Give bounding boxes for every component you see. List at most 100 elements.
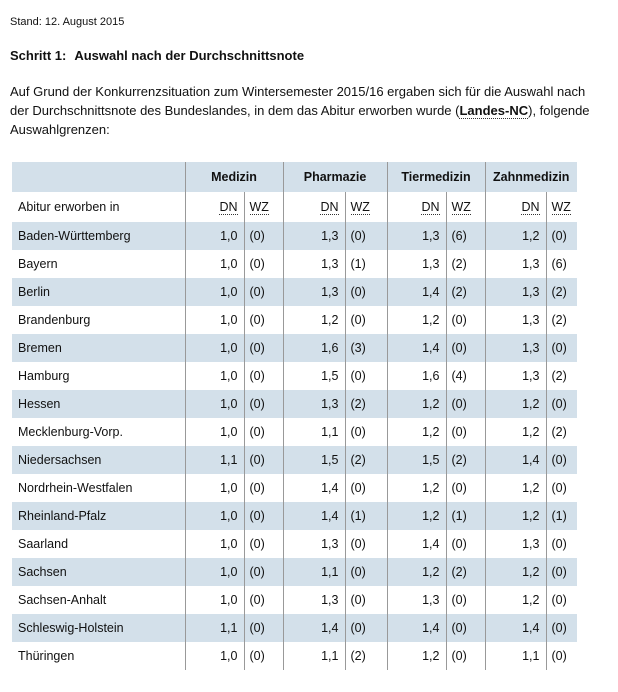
wz-value: (6)	[445, 222, 485, 250]
wz-value: (0)	[243, 558, 283, 586]
dn-value: 1,2	[484, 558, 546, 586]
dn-value: 1,3	[484, 362, 546, 390]
wz-value: (0)	[545, 474, 577, 502]
dn-value: 1,3	[282, 586, 345, 614]
dn-value: 1,0	[184, 586, 244, 614]
table-row: Bayern 1,0 (0) 1,3 (1) 1,3 (2) 1,3 (6)	[12, 250, 577, 278]
dn-value: 1,3	[282, 250, 345, 278]
dn-value: 1,4	[484, 614, 546, 642]
wz-value: (0)	[445, 390, 485, 418]
dn-value: 1,6	[282, 334, 345, 362]
wz-value: (0)	[344, 278, 387, 306]
dn-abbr[interactable]: DN	[219, 200, 238, 215]
dn-value: 1,4	[282, 502, 345, 530]
row-label-header: Abitur erworben in	[12, 192, 185, 222]
wz-value: (2)	[445, 250, 485, 278]
wz-value: (0)	[445, 642, 485, 670]
dn-value: 1,0	[184, 502, 244, 530]
dn-value: 1,2	[484, 474, 546, 502]
dn-value: 1,4	[484, 446, 546, 474]
wz-value: (0)	[243, 222, 283, 250]
wz-abbr[interactable]: WZ	[249, 200, 269, 215]
landes-nc-abbr[interactable]: Landes-NC	[459, 103, 529, 119]
dn-value: 1,3	[484, 250, 546, 278]
wz-value: (1)	[445, 502, 485, 530]
dn-value: 1,0	[184, 222, 244, 250]
dn-value: 1,2	[484, 390, 546, 418]
wz-value: (0)	[344, 586, 387, 614]
wz-value: (2)	[545, 278, 577, 306]
state-name: Bremen	[12, 334, 185, 362]
dn-value: 1,2	[484, 502, 546, 530]
wz-value: (0)	[243, 362, 283, 390]
wz-value: (0)	[445, 334, 485, 362]
wz-value: (0)	[344, 306, 387, 334]
dn-value: 1,1	[184, 446, 244, 474]
wz-value: (0)	[545, 446, 577, 474]
wz-value: (0)	[243, 614, 283, 642]
wz-value: (0)	[344, 418, 387, 446]
dn-value: 1,6	[386, 362, 446, 390]
dn-value: 1,1	[282, 642, 345, 670]
dn-abbr[interactable]: DN	[421, 200, 440, 215]
dn-value: 1,4	[386, 334, 446, 362]
dn-value: 1,2	[484, 222, 546, 250]
table-row: Thüringen 1,0 (0) 1,1 (2) 1,2 (0) 1,1 (0)	[12, 642, 577, 670]
dn-value: 1,0	[184, 250, 244, 278]
dn-value: 1,4	[386, 530, 446, 558]
table-row: Sachsen 1,0 (0) 1,1 (0) 1,2 (2) 1,2 (0)	[12, 558, 577, 586]
wz-abbr[interactable]: WZ	[350, 200, 370, 215]
dn-value: 1,0	[184, 418, 244, 446]
page-title: Schritt 1: Auswahl nach der Durchschnitts…	[10, 48, 304, 63]
wz-value: (0)	[445, 418, 485, 446]
dn-value: 1,1	[282, 558, 345, 586]
wz-value: (0)	[545, 530, 577, 558]
table-row: Nordrhein-Westfalen 1,0 (0) 1,4 (0) 1,2 (0) 1,2…	[12, 474, 577, 502]
table-row: Hessen 1,0 (0) 1,3 (2) 1,2 (0) 1,2 (0)	[12, 390, 577, 418]
wz-abbr[interactable]: WZ	[451, 200, 471, 215]
wz-value: (0)	[344, 530, 387, 558]
dn-value: 1,2	[386, 474, 446, 502]
dn-value: 1,3	[484, 278, 546, 306]
wz-value: (0)	[344, 614, 387, 642]
dn-abbr[interactable]: DN	[320, 200, 339, 215]
wz-abbr[interactable]: WZ	[551, 200, 571, 215]
intro-paragraph: Auf Grund der Konkurrenzsituation zum Wi…	[10, 82, 600, 139]
wz-value: (1)	[344, 250, 387, 278]
header-zahnmedizin: Zahnmedizin	[484, 162, 577, 192]
header-tiermedizin: Tiermedizin	[386, 162, 485, 192]
dn-value: 1,3	[386, 250, 446, 278]
wz-value: (0)	[445, 474, 485, 502]
wz-value: (0)	[445, 614, 485, 642]
dn-value: 1,4	[282, 614, 345, 642]
dn-value: 1,0	[184, 306, 244, 334]
dn-value: 1,3	[484, 530, 546, 558]
wz-value: (0)	[445, 530, 485, 558]
table-row: Brandenburg 1,0 (0) 1,2 (0) 1,2 (0) 1,3 (2)	[12, 306, 577, 334]
header-medizin: Medizin	[184, 162, 283, 192]
wz-value: (0)	[243, 586, 283, 614]
dn-value: 1,3	[484, 306, 546, 334]
wz-value: (1)	[344, 502, 387, 530]
wz-value: (0)	[344, 362, 387, 390]
wz-value: (0)	[243, 250, 283, 278]
dn-value: 1,3	[282, 278, 345, 306]
wz-value: (0)	[545, 614, 577, 642]
dn-value: 1,2	[386, 306, 446, 334]
dn-abbr[interactable]: DN	[521, 200, 540, 215]
dn-value: 1,3	[386, 222, 446, 250]
wz-value: (0)	[344, 222, 387, 250]
wz-value: (0)	[445, 586, 485, 614]
wz-value: (0)	[243, 334, 283, 362]
wz-value: (0)	[545, 334, 577, 362]
dn-value: 1,2	[386, 642, 446, 670]
wz-value: (0)	[545, 558, 577, 586]
dn-value: 1,3	[282, 390, 345, 418]
wz-value: (3)	[344, 334, 387, 362]
wz-value: (2)	[545, 306, 577, 334]
dn-value: 1,3	[386, 586, 446, 614]
table-row: Bremen 1,0 (0) 1,6 (3) 1,4 (0) 1,3 (0)	[12, 334, 577, 362]
step-title: Auswahl nach der Durchschnittsnote	[74, 48, 305, 63]
dn-value: 1,0	[184, 278, 244, 306]
state-name: Thüringen	[12, 642, 185, 670]
